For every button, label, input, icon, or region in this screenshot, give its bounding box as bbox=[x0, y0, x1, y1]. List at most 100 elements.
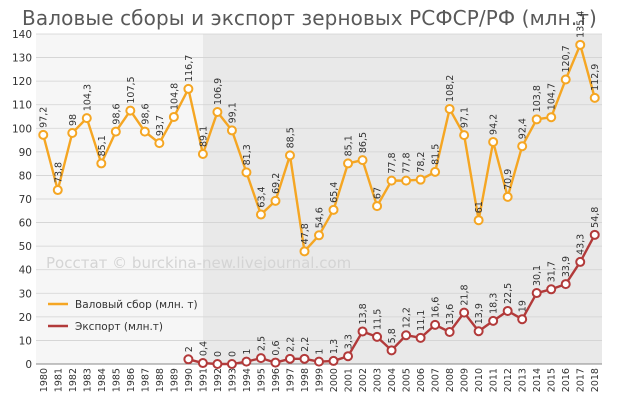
data-point bbox=[560, 74, 571, 85]
x-tick-label: 1994 bbox=[242, 368, 253, 392]
data-label: 54,6 bbox=[315, 207, 326, 228]
data-point bbox=[299, 246, 310, 257]
data-point bbox=[575, 256, 586, 267]
data-point bbox=[125, 105, 136, 116]
y-tick-label: 50 bbox=[19, 241, 32, 253]
data-point bbox=[401, 330, 412, 341]
x-tick-label: 2014 bbox=[532, 368, 543, 392]
data-label: 11,1 bbox=[416, 310, 427, 331]
data-label: 21,8 bbox=[460, 284, 471, 305]
data-label: 81,3 bbox=[242, 144, 253, 165]
data-label: 120,7 bbox=[561, 45, 572, 72]
legend-label: Экспорт (млн.т) bbox=[75, 321, 163, 333]
data-label: 98,6 bbox=[140, 103, 151, 124]
data-label: 1,3 bbox=[329, 339, 340, 354]
data-point bbox=[154, 138, 165, 149]
y-tick-label: 80 bbox=[19, 170, 32, 182]
data-label: 43,3 bbox=[576, 234, 587, 255]
x-tick-label: 2005 bbox=[402, 368, 413, 392]
data-point bbox=[386, 175, 397, 186]
data-label: 104,3 bbox=[82, 84, 93, 111]
data-point bbox=[372, 331, 383, 342]
x-tick-label: 1984 bbox=[97, 368, 108, 392]
data-label: 77,8 bbox=[402, 152, 413, 173]
x-tick-label: 1999 bbox=[315, 368, 326, 392]
data-point bbox=[459, 307, 470, 318]
data-label: 54,8 bbox=[590, 207, 601, 228]
x-tick-label: 2003 bbox=[373, 368, 384, 392]
x-tick-label: 2000 bbox=[329, 368, 340, 392]
data-point bbox=[241, 356, 252, 367]
x-tick-label: 2013 bbox=[518, 368, 529, 392]
data-point bbox=[517, 141, 528, 152]
data-point bbox=[168, 111, 179, 122]
data-label: 85,1 bbox=[97, 135, 108, 156]
x-tick-label: 1995 bbox=[256, 368, 267, 392]
y-tick-label: 10 bbox=[19, 335, 32, 347]
data-label: 0 bbox=[213, 351, 224, 357]
data-label: 22,5 bbox=[503, 283, 514, 304]
data-point bbox=[270, 195, 281, 206]
data-point bbox=[110, 126, 121, 137]
data-label: 73,8 bbox=[53, 162, 64, 183]
data-label: 98 bbox=[68, 114, 79, 126]
data-point bbox=[459, 130, 470, 141]
x-tick-label: 1997 bbox=[285, 368, 296, 392]
data-point bbox=[328, 355, 339, 366]
data-point bbox=[241, 167, 252, 178]
data-label: 2 bbox=[184, 346, 195, 352]
x-tick-label: 1981 bbox=[53, 368, 64, 392]
data-point bbox=[444, 103, 455, 114]
data-point bbox=[575, 39, 586, 50]
y-tick-label: 60 bbox=[19, 218, 32, 230]
x-tick-label: 2008 bbox=[445, 368, 456, 392]
data-point bbox=[560, 279, 571, 290]
data-label: 77,8 bbox=[387, 152, 398, 173]
data-point bbox=[430, 319, 441, 330]
data-label: 0,4 bbox=[198, 341, 209, 356]
data-point bbox=[343, 351, 354, 362]
data-label: 108,2 bbox=[445, 75, 456, 102]
data-label: 94,2 bbox=[489, 114, 500, 135]
data-point bbox=[531, 114, 542, 125]
data-label: 3,3 bbox=[344, 334, 355, 349]
y-tick-label: 40 bbox=[19, 265, 32, 277]
x-tick-label: 2009 bbox=[460, 368, 471, 392]
data-point bbox=[546, 112, 557, 123]
series-layer: 97,273,898104,385,198,6107,598,693,7104,… bbox=[38, 11, 601, 369]
x-tick-label: 2018 bbox=[590, 368, 601, 392]
x-tick-label: 2007 bbox=[431, 368, 442, 392]
data-label: 13,8 bbox=[358, 303, 369, 324]
data-point bbox=[444, 326, 455, 337]
data-label: 92,4 bbox=[518, 118, 529, 139]
x-tick-label: 1987 bbox=[140, 368, 151, 392]
y-tick-label: 140 bbox=[12, 29, 32, 41]
x-tick-label: 1991 bbox=[198, 368, 209, 392]
data-point bbox=[212, 107, 223, 118]
data-label: 1 bbox=[242, 349, 253, 355]
x-tick-label: 2001 bbox=[344, 368, 355, 392]
data-label: 12,2 bbox=[402, 307, 413, 328]
data-point bbox=[197, 358, 208, 369]
data-label: 106,9 bbox=[213, 78, 224, 105]
data-label: 61 bbox=[474, 201, 485, 213]
data-point bbox=[589, 229, 600, 240]
x-tick-label: 2015 bbox=[547, 368, 558, 392]
data-label: 31,7 bbox=[547, 261, 558, 282]
data-point bbox=[52, 185, 63, 196]
x-tick-label: 1998 bbox=[300, 368, 311, 392]
data-label: 5,8 bbox=[387, 328, 398, 343]
data-point bbox=[357, 155, 368, 166]
data-label: 63,4 bbox=[256, 186, 267, 207]
x-tick-label: 1983 bbox=[82, 368, 93, 392]
data-point bbox=[299, 353, 310, 364]
data-label: 81,5 bbox=[431, 144, 442, 165]
data-point bbox=[314, 230, 324, 241]
data-point bbox=[255, 353, 266, 364]
y-tick-label: 100 bbox=[12, 123, 32, 135]
y-tick-label: 130 bbox=[12, 53, 32, 65]
y-tick-label: 0 bbox=[25, 359, 32, 371]
data-label: 69,2 bbox=[271, 173, 282, 194]
y-tick-label: 110 bbox=[12, 100, 32, 112]
